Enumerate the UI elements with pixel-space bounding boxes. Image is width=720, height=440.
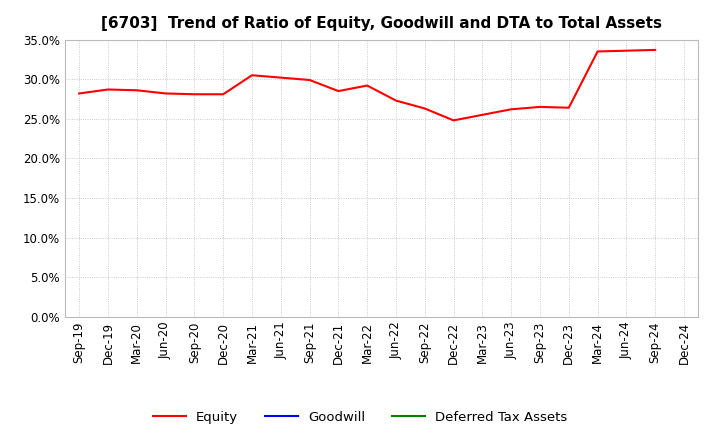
Equity <box>305 77 314 83</box>
Equity <box>564 105 573 110</box>
Equity <box>190 92 199 97</box>
Title: [6703]  Trend of Ratio of Equity, Goodwill and DTA to Total Assets: [6703] Trend of Ratio of Equity, Goodwil… <box>101 16 662 32</box>
Equity <box>478 112 487 117</box>
Equity <box>363 83 372 88</box>
Equity <box>622 48 631 53</box>
Equity <box>75 91 84 96</box>
Equity <box>507 106 516 112</box>
Equity <box>392 98 400 103</box>
Line: Equity: Equity <box>79 50 655 121</box>
Equity <box>651 47 660 52</box>
Equity <box>248 73 256 78</box>
Equity <box>593 49 602 54</box>
Equity <box>132 88 141 93</box>
Equity <box>449 118 458 123</box>
Equity <box>276 75 285 80</box>
Legend: Equity, Goodwill, Deferred Tax Assets: Equity, Goodwill, Deferred Tax Assets <box>148 405 572 429</box>
Equity <box>104 87 112 92</box>
Equity <box>420 106 429 111</box>
Equity <box>334 88 343 94</box>
Equity <box>219 92 228 97</box>
Equity <box>536 104 544 110</box>
Equity <box>161 91 170 96</box>
